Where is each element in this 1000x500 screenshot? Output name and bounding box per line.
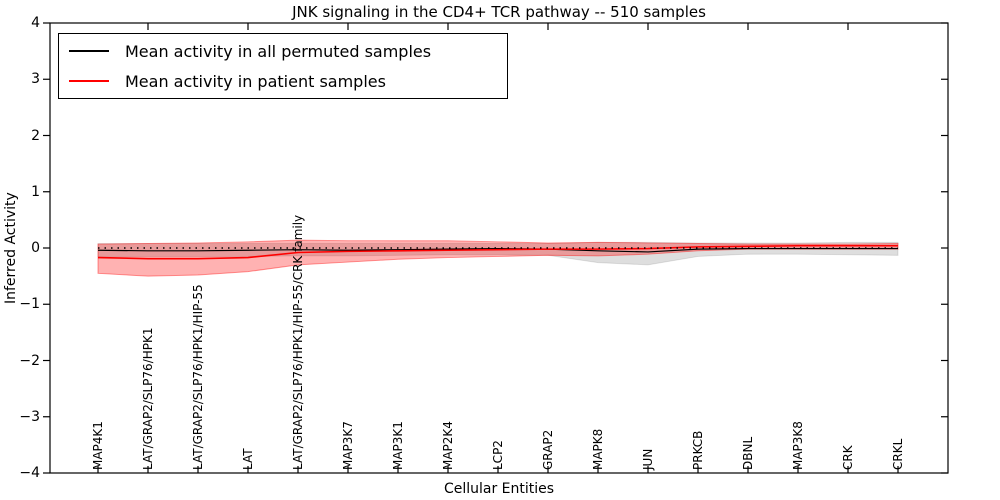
x-category-label: MAP3K7	[341, 421, 355, 470]
y-tick-label: 1	[31, 183, 40, 200]
x-category-label: LAT/GRAP2/SLP76/HPK1/HIP-55/CRK family	[291, 214, 305, 470]
y-tick-label: 0	[31, 240, 40, 256]
x-category-label: DBNL	[741, 436, 755, 470]
x-category-label: MAP4K1	[91, 421, 105, 470]
x-category-label: LCP2	[491, 440, 505, 470]
legend: Mean activity in all permuted samples Me…	[58, 33, 508, 99]
legend-entry-permuted: Mean activity in all permuted samples	[69, 36, 431, 66]
chart-title: JNK signaling in the CD4+ TCR pathway --…	[292, 3, 706, 21]
legend-label-permuted: Mean activity in all permuted samples	[125, 41, 432, 61]
x-category-label: CRKL	[891, 438, 905, 470]
mean-line-0	[97, 247, 898, 253]
x-category-label: MAPK8	[591, 428, 605, 470]
legend-entry-patient: Mean activity in patient samples	[69, 66, 386, 96]
x-category-label: GRAP2	[541, 429, 555, 470]
x-category-label: LAT/GRAP2/SLP76/HPK1	[141, 327, 155, 471]
x-category-label: MAP2K4	[441, 421, 455, 470]
y-tick-label: 3	[31, 71, 40, 88]
x-category-label: LAT	[241, 448, 255, 470]
x-category-label: MAP3K8	[791, 421, 805, 470]
x-axis-label: Cellular Entities	[443, 481, 555, 497]
x-category-label: PRKCB	[691, 430, 705, 470]
y-tick-label: −3	[19, 408, 40, 425]
x-category-label: LAT/GRAP2/SLP76/HPK1/HIP-55	[191, 284, 205, 470]
y-tick-label: −4	[19, 465, 40, 481]
confidence-band-0	[97, 241, 899, 266]
legend-label-patient: Mean activity in patient samples	[125, 71, 386, 91]
legend-line-sample-black	[69, 50, 109, 52]
x-category-label: CRK	[841, 445, 855, 470]
mean-line-1	[97, 244, 898, 260]
y-tick-label: −1	[19, 296, 40, 313]
y-tick-label: 2	[31, 127, 40, 144]
x-category-label: MAP3K1	[391, 421, 405, 470]
x-category-label: JUN	[641, 448, 655, 470]
y-tick-label: 4	[31, 15, 40, 31]
legend-line-sample-red	[69, 80, 109, 82]
y-tick-label: −2	[19, 352, 40, 369]
